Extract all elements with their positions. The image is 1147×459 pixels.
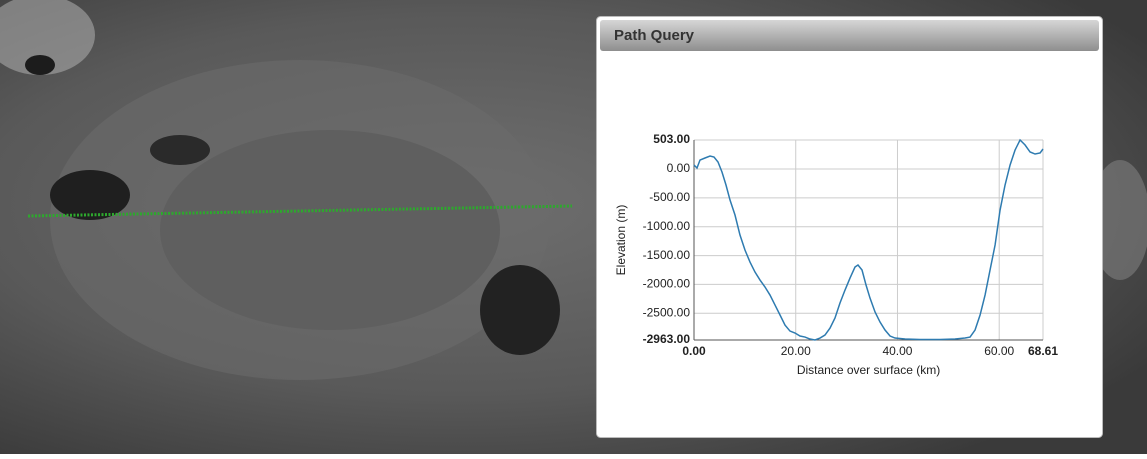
elevation-line	[693, 138, 1044, 341]
x-tick-label: 0.00	[682, 344, 706, 358]
y-tick-label: -2000.00	[643, 277, 691, 291]
y-tick-label: -500.00	[649, 190, 690, 204]
y-tick-label: -2963.00	[643, 332, 691, 346]
y-tick-label: -2500.00	[643, 305, 691, 319]
x-tick-label: 60.00	[984, 344, 1014, 358]
y-tick-label: 0.00	[667, 161, 691, 175]
y-tick-label: 503.00	[653, 132, 690, 146]
chart: -2963.00 -2500.00 -2000.00 -1500.00 -1000.00…	[614, 132, 1058, 377]
x-tick-label: 20.00	[781, 344, 811, 358]
path-line	[27, 204, 573, 218]
y-tick-label: -1000.00	[643, 219, 691, 233]
x-tick-label: 40.00	[882, 344, 912, 358]
panel-header	[600, 20, 1099, 51]
y-axis-label: Elevation (m)	[614, 205, 628, 276]
x-tick-label: 68.61	[1028, 344, 1058, 358]
y-tick-label: -1500.00	[643, 248, 691, 262]
x-axis-label: Distance over surface (km)	[797, 363, 940, 377]
panel-title: Path Query	[614, 27, 695, 44]
